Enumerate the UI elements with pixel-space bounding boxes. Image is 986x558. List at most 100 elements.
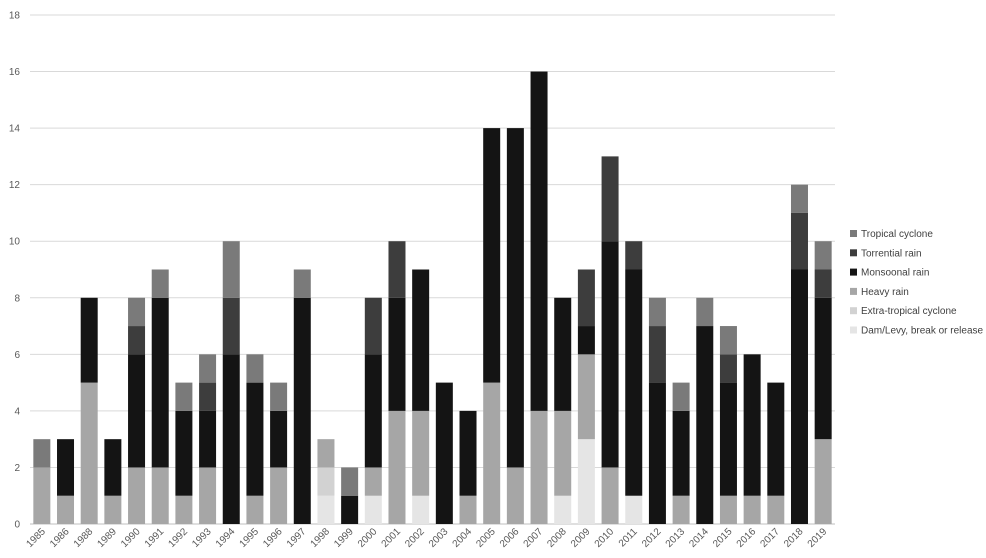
bar-segment (246, 354, 264, 383)
legend-label: Extra-tropical cyclone (861, 306, 957, 317)
bar-segment (601, 467, 619, 524)
y-tick-label: 6 (14, 350, 20, 361)
bar-segment (128, 467, 146, 524)
bar-segment (151, 467, 169, 524)
bar-segment (790, 184, 808, 213)
bar-segment (672, 382, 690, 411)
y-tick-label: 16 (9, 67, 21, 78)
x-tick-label: 2004 (451, 526, 475, 550)
bar-segment (364, 354, 382, 468)
bar-segment (128, 326, 146, 355)
bar-segment (554, 410, 572, 496)
bar-segment (128, 354, 146, 468)
x-tick-label: 1999 (332, 526, 356, 550)
bar-segment (388, 297, 406, 411)
bar-segment (648, 382, 666, 524)
y-tick-label: 8 (14, 293, 20, 304)
bar-segment (80, 297, 98, 383)
x-tick-label: 2000 (356, 526, 380, 550)
bar-segment (270, 467, 288, 524)
bar-segment (57, 439, 75, 496)
bar-segment (672, 495, 690, 524)
bar-segment (246, 495, 264, 524)
x-tick-label: 2012 (640, 526, 664, 550)
y-tick-label: 14 (9, 124, 21, 135)
x-tick-label: 2018 (782, 526, 806, 550)
bar-segment (246, 382, 264, 496)
x-tick-label: 1985 (24, 526, 48, 550)
x-tick-label: 2016 (735, 526, 759, 550)
y-tick-label: 12 (9, 180, 21, 191)
bar-segment (648, 326, 666, 383)
bar-segment (175, 495, 193, 524)
bar-segment (814, 241, 832, 270)
bar-segment (814, 269, 832, 298)
bar-segment (364, 467, 382, 496)
x-tick-label: 2003 (427, 526, 451, 550)
bar-segment (222, 354, 240, 524)
bar-segment (672, 410, 690, 496)
bar-segment (743, 495, 761, 524)
bar-segment (719, 495, 737, 524)
legend-label: Dam/Levy, break or release (861, 326, 984, 337)
bar-segment (530, 410, 548, 524)
x-tick-label: 2009 (569, 526, 593, 550)
x-tick-label: 2017 (758, 526, 782, 550)
bar-segment (364, 297, 382, 355)
bar-segment (175, 410, 193, 496)
bar-segment (412, 269, 430, 411)
bar-segment (270, 382, 288, 411)
y-tick-label: 4 (14, 406, 20, 417)
bar-segment (601, 156, 619, 242)
bar-segment (33, 439, 51, 468)
bar-segment (719, 354, 737, 383)
legend: Tropical cyclone Torrential rain Monsoonal… (850, 229, 984, 337)
bar-segment (625, 269, 643, 496)
legend-swatch (850, 287, 857, 295)
bar-segment (814, 439, 832, 524)
x-tick-label: 2010 (593, 526, 617, 550)
bar-segment (199, 410, 217, 468)
bar-segment (577, 269, 595, 327)
x-tick-label: 2019 (806, 526, 830, 550)
x-tick-label: 1992 (167, 526, 191, 550)
x-tick-label: 1997 (285, 526, 309, 550)
bar-segment (222, 297, 240, 355)
legend-swatch (850, 326, 857, 334)
x-tick-label: 2001 (380, 526, 404, 550)
x-tick-label: 2002 (403, 526, 427, 550)
gridlines (30, 14, 835, 525)
bar-segment (104, 495, 122, 524)
bar-segment (317, 467, 335, 496)
bar-segment (577, 439, 595, 524)
x-tick-label: 1988 (72, 526, 96, 550)
legend-label: Heavy rain (861, 287, 909, 298)
x-tick-label: 1995 (238, 526, 262, 550)
bar-segment (577, 326, 595, 355)
bar-segment (506, 467, 524, 524)
bar-segment (175, 382, 193, 411)
x-tick-label: 2015 (711, 526, 735, 550)
legend-label: Monsoonal rain (861, 268, 929, 279)
x-tick-label: 2007 (522, 526, 546, 550)
bar-segment (388, 410, 406, 524)
bar-segment (128, 297, 146, 327)
bar-segment (648, 297, 666, 327)
bar-segment (625, 495, 643, 524)
bar-segment (743, 354, 761, 496)
legend-swatch (850, 249, 857, 257)
bar-segment (530, 71, 548, 411)
x-tick-label: 1993 (190, 526, 214, 550)
bar-segment (317, 439, 335, 468)
x-tick-label: 2013 (664, 526, 688, 550)
x-tick-label: 2014 (687, 526, 711, 550)
bar-segment (625, 241, 643, 270)
x-tick-label: 1998 (309, 526, 333, 550)
bar-segment (199, 382, 217, 411)
bar-segment (151, 269, 169, 298)
bar-segment (33, 467, 51, 524)
bar-segment (388, 241, 406, 298)
bar-segment (293, 269, 311, 298)
bar-segment (435, 382, 453, 524)
